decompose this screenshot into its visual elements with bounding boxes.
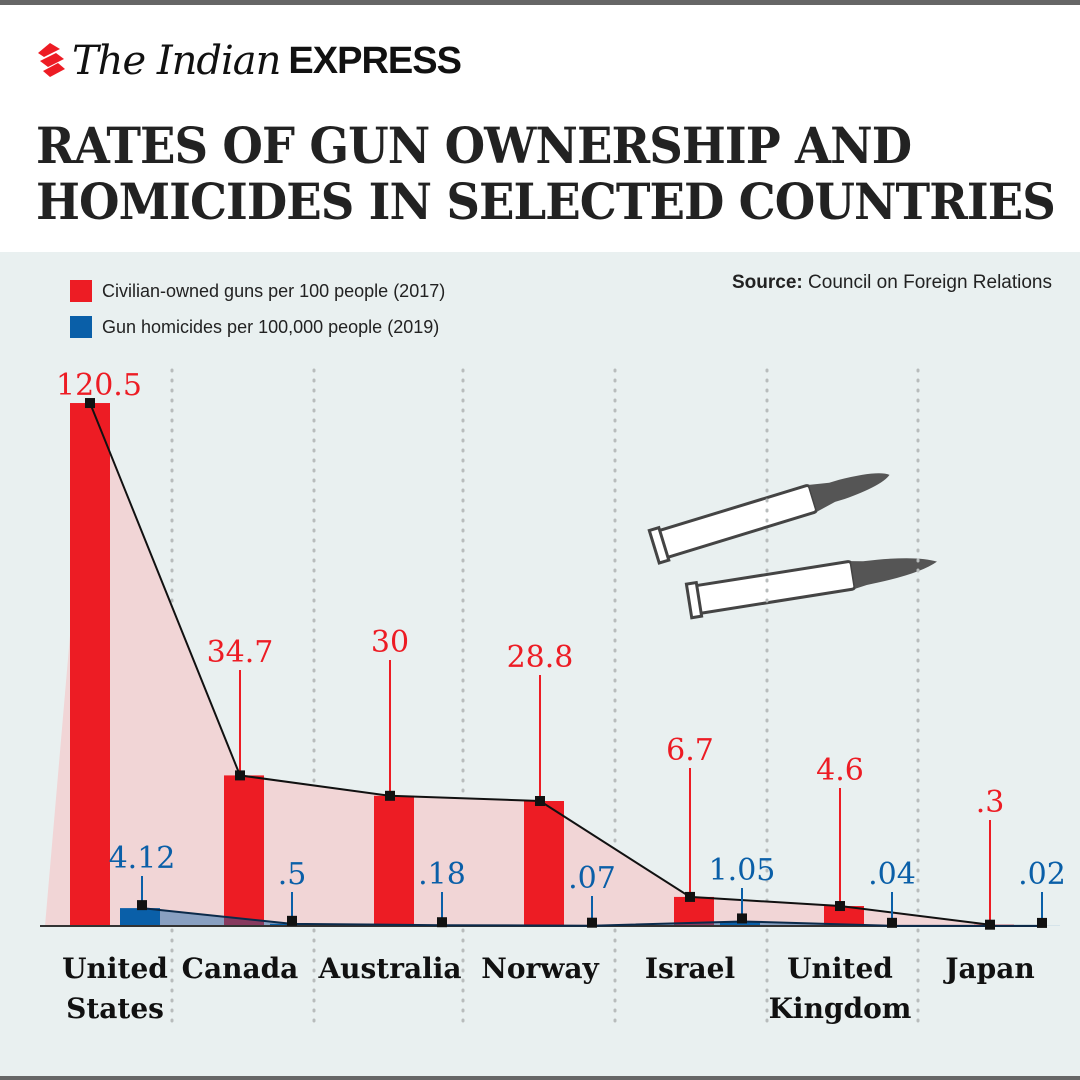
- guns-data-label: 28.8: [507, 640, 574, 675]
- guns-data-label: 6.7: [666, 733, 714, 768]
- bottom-border: [0, 1076, 1080, 1080]
- homicides-data-label: .02: [1018, 857, 1066, 892]
- category-label: States: [66, 992, 164, 1025]
- guns-bar: [70, 403, 110, 926]
- category-label: United: [787, 952, 893, 985]
- guns-marker: [385, 790, 395, 801]
- homicides-marker: [887, 917, 897, 928]
- category-label: Israel: [645, 952, 735, 985]
- homicides-bar: [120, 908, 160, 926]
- legend-item-guns: Civilian-owned guns per 100 people (2017…: [70, 280, 445, 302]
- title-line: RATES OF GUN OWNERSHIP AND: [36, 116, 912, 175]
- homicides-data-label: .07: [568, 861, 616, 896]
- guns-data-label: 30: [371, 625, 409, 660]
- homicides-marker: [1037, 917, 1047, 928]
- homicides-marker: [287, 915, 297, 926]
- plot: 120.5 34.7 30 28.8 6.7 4.6 .3 4.12 .5 .18 .07 1.05.…: [40, 368, 1066, 1032]
- bullets-illustration: [647, 473, 937, 620]
- homicides-marker: [737, 913, 747, 924]
- homicides-marker: [137, 900, 147, 911]
- logo: The Indian EXPRESS: [36, 38, 462, 84]
- category-label: Norway: [481, 952, 599, 985]
- title-line: HOMICIDES IN SELECTED COUNTRIES: [36, 172, 1056, 231]
- legend-label: Civilian-owned guns per 100 people (2017…: [102, 280, 446, 301]
- legend-item-homicides: Gun homicides per 100,000 people (2019): [70, 316, 439, 338]
- guns-bar: [374, 795, 414, 926]
- source-note: Source: Council on Foreign Relations: [732, 272, 1052, 294]
- guns-bar: [524, 801, 564, 926]
- guns-marker: [985, 919, 995, 930]
- source-label: Source:: [732, 272, 803, 293]
- homicides-data-label: 1.05: [709, 853, 776, 888]
- guns-area: [45, 403, 1010, 926]
- guns-bar: [824, 906, 864, 926]
- guns-data-label: .3: [976, 785, 1005, 820]
- homicides-data-label: .18: [418, 857, 466, 892]
- category-label: Canada: [182, 952, 299, 985]
- homicides-data-label: .5: [278, 857, 307, 892]
- guns-marker: [535, 796, 545, 807]
- guns-bar: [224, 775, 264, 926]
- legend-swatch: [70, 316, 92, 338]
- homicides-marker: [437, 917, 447, 928]
- guns-data-label: 4.6: [816, 753, 864, 788]
- category-label: Japan: [942, 952, 1034, 985]
- page-title: RATES OF GUN OWNERSHIP AND HOMICIDES IN …: [36, 116, 1056, 231]
- guns-marker: [235, 770, 245, 781]
- homicides-area: [120, 908, 1042, 926]
- logo-text: The Indian: [72, 38, 281, 84]
- legend-label: Gun homicides per 100,000 people (2019): [102, 316, 440, 337]
- category-label: Australia: [317, 952, 461, 985]
- logo-mark-icon: [38, 43, 65, 77]
- guns-marker: [85, 398, 95, 409]
- homicides-data-label: 4.12: [109, 841, 176, 876]
- source-text: Council on Foreign Relations: [808, 272, 1052, 293]
- homicides-marker: [587, 917, 597, 928]
- homicides-data-label: .04: [868, 857, 916, 892]
- guns-marker: [685, 891, 695, 902]
- legend-swatch: [70, 280, 92, 302]
- category-label: Kingdom: [769, 992, 912, 1025]
- category-label: United: [62, 952, 168, 985]
- homicides-bar: [720, 921, 760, 926]
- guns-data-label: 120.5: [56, 368, 142, 403]
- top-border: [0, 0, 1080, 5]
- guns-marker: [835, 901, 845, 912]
- logo-text-bold: EXPRESS: [288, 39, 462, 82]
- guns-data-label: 34.7: [207, 635, 274, 670]
